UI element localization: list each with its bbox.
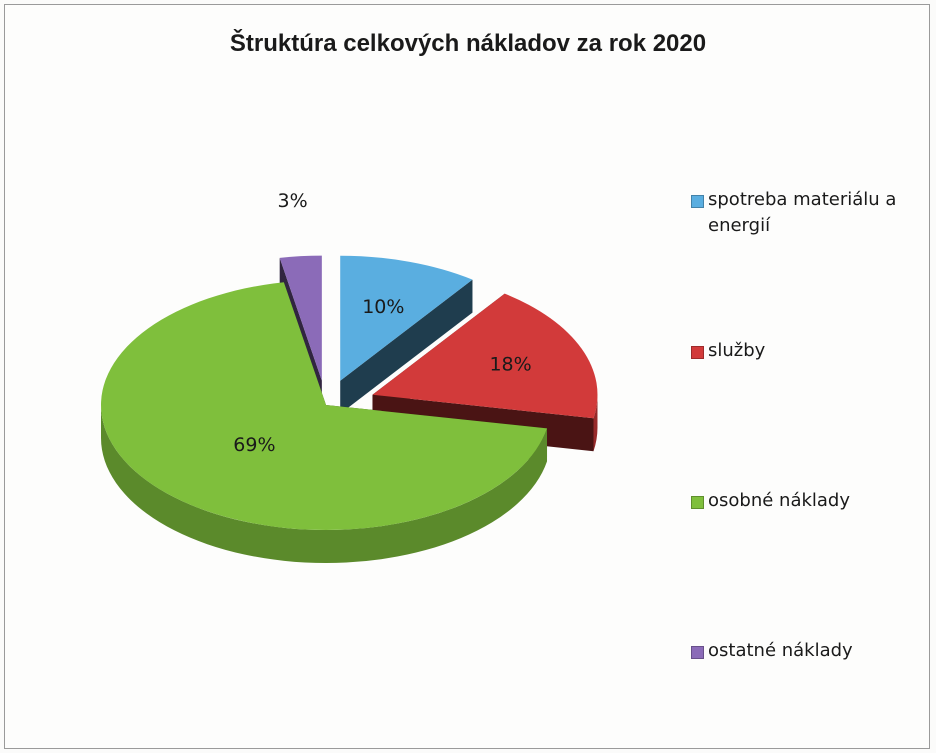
pie-slice-0 bbox=[340, 255, 473, 414]
legend-swatch-other bbox=[691, 646, 704, 659]
legend-item-personnel: osobné náklady bbox=[691, 488, 923, 514]
pie-slice-2 bbox=[100, 282, 548, 564]
legend-swatch-material bbox=[691, 195, 704, 208]
pie-label-2: 69% bbox=[233, 434, 275, 456]
legend-item-material: spotreba materiálu a energií bbox=[691, 187, 923, 239]
legend-swatch-services bbox=[691, 346, 704, 359]
legend-label-material: spotreba materiálu a energií bbox=[708, 189, 897, 236]
legend-label-personnel: osobné náklady bbox=[708, 490, 851, 511]
legend-label-services: služby bbox=[708, 340, 766, 361]
legend-item-other: ostatné náklady bbox=[691, 638, 923, 664]
pie-label-1: 18% bbox=[489, 353, 531, 375]
pie-label-0: 10% bbox=[362, 296, 404, 318]
pie-label-3: 3% bbox=[278, 190, 308, 212]
chart-title: Štruktúra celkových nákladov za rok 2020 bbox=[229, 30, 707, 57]
legend-label-other: ostatné náklady bbox=[708, 640, 853, 661]
legend-swatch-personnel bbox=[691, 496, 704, 509]
legend-item-services: služby bbox=[691, 338, 923, 364]
